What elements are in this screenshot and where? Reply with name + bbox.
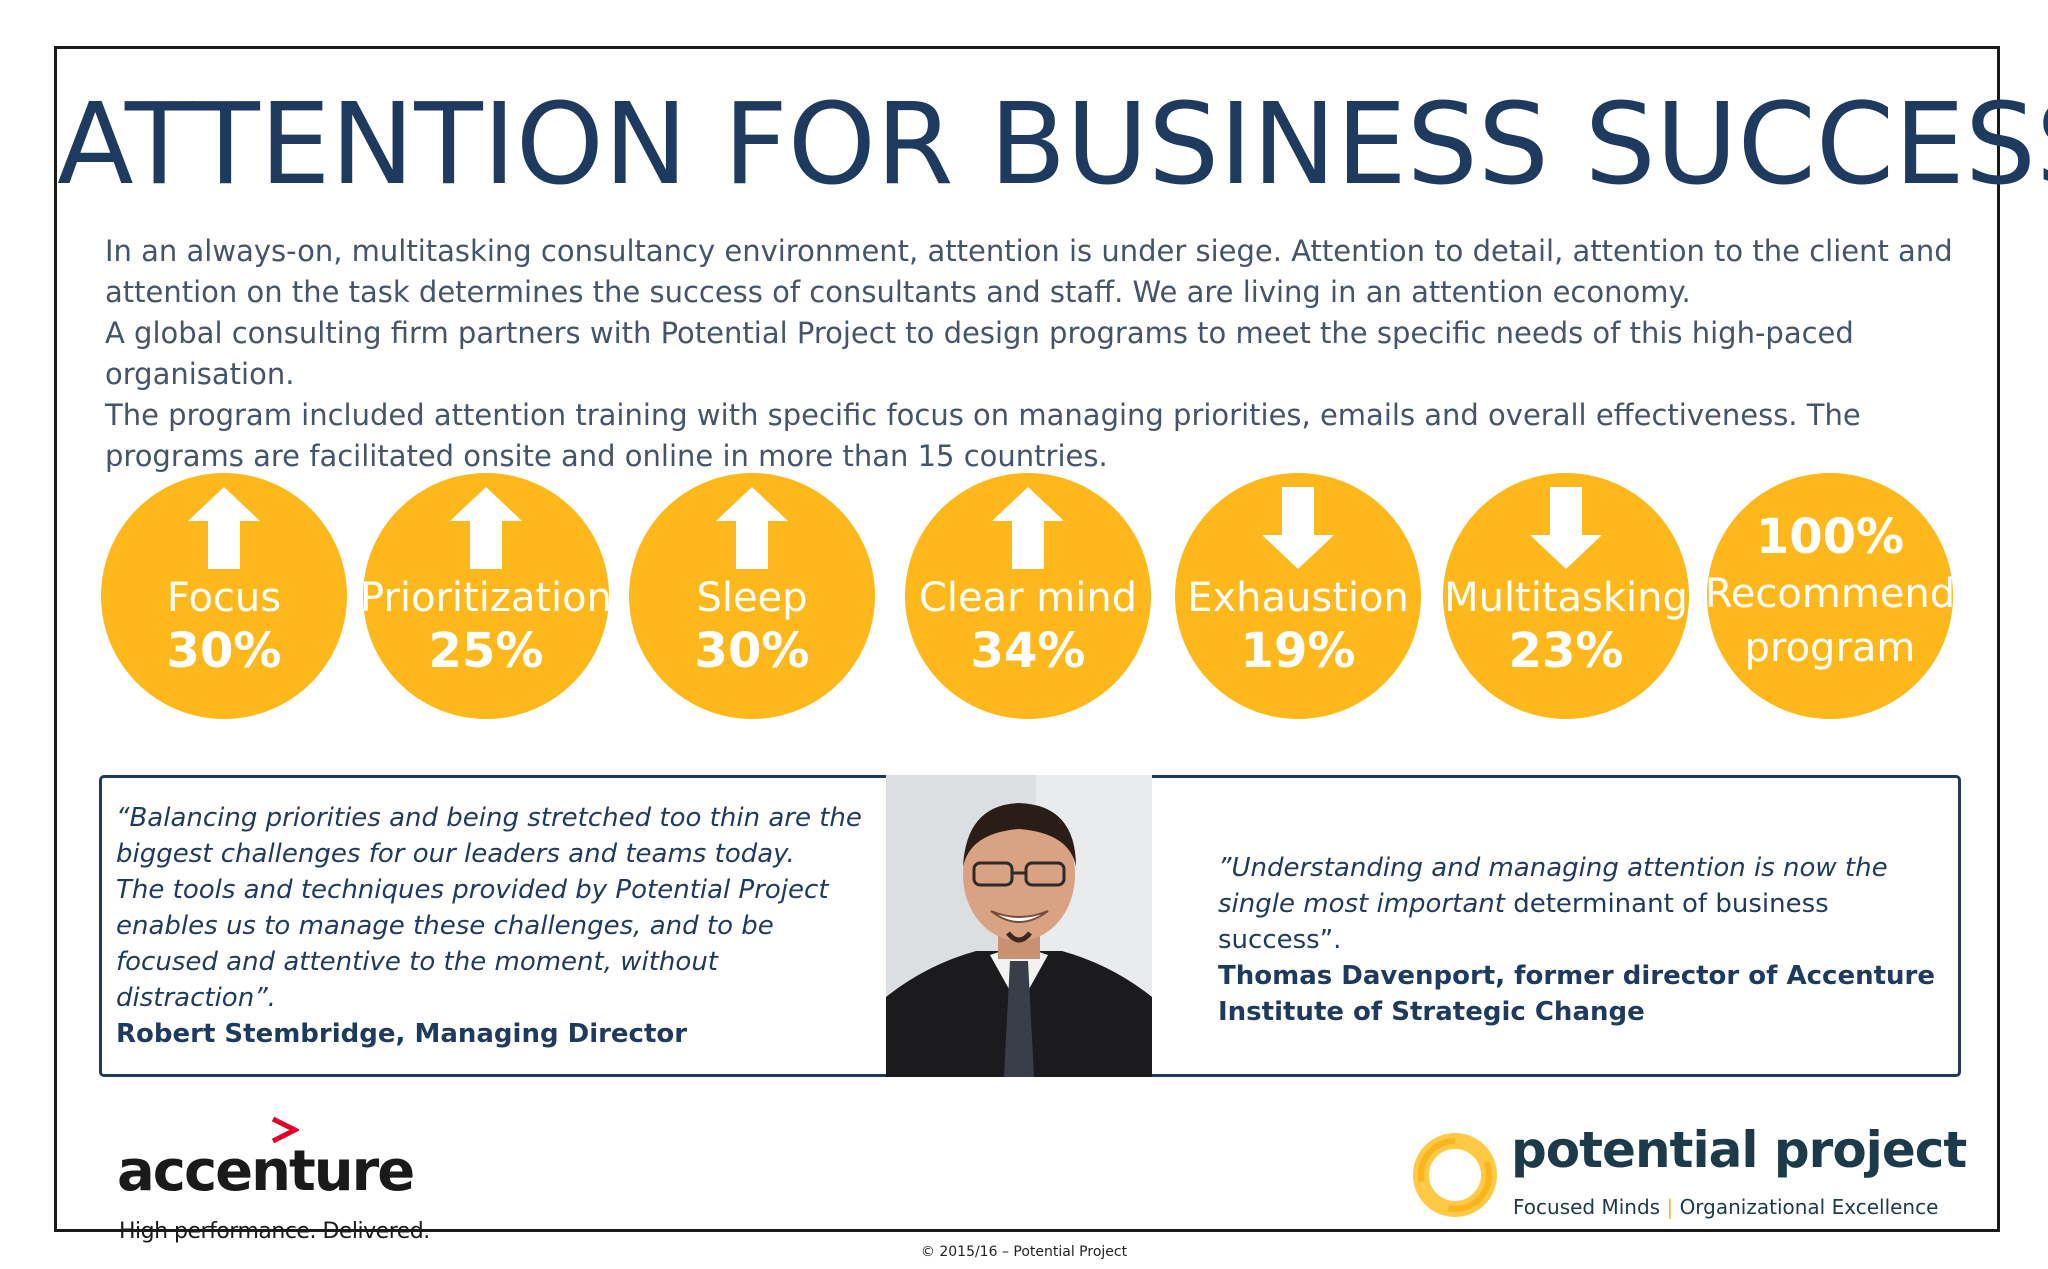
metric-sleep: Sleep 30% <box>629 473 875 719</box>
quote-right-rest: determinant of business success”. <box>1218 889 1829 955</box>
quote-left-text-2: The tools and techniques provided by Pot… <box>116 875 829 1013</box>
metric-value: 19% <box>1240 623 1356 679</box>
metrics-row: Focus 30% Prioritization 25% Sleep 30% C… <box>101 473 2001 723</box>
potential-project-wordmark: potential project <box>1511 1121 1967 1179</box>
metric-label: Exhaustion <box>1187 575 1409 621</box>
intro-paragraph-1: In an always-on, multitasking consultanc… <box>105 234 1953 309</box>
quote-right-author: Thomas Davenport, former director of Acc… <box>1218 961 1936 1027</box>
accenture-chevron-icon <box>271 1116 299 1144</box>
recommend-label-1: Recommend <box>1704 571 1956 617</box>
copyright-footer: © 2015/16 – Potential Project <box>920 1244 1128 1260</box>
metric-value: 30% <box>166 623 282 679</box>
metric-label: Sleep <box>696 575 808 621</box>
up-arrow-icon <box>188 487 260 569</box>
metric-value: 25% <box>428 623 544 679</box>
recommend-label-2: program <box>1744 625 1916 671</box>
metric-multitasking: Multitasking 23% <box>1443 473 1689 719</box>
potential-project-logo: potential project Focused Minds | Organi… <box>1409 1109 1969 1239</box>
metric-exhaustion: Exhaustion 19% <box>1175 473 1421 719</box>
potential-project-tagline: Focused Minds | Organizational Excellenc… <box>1513 1195 1938 1219</box>
metric-label: Focus <box>166 575 282 621</box>
tagline-part-1: Focused Minds <box>1513 1195 1661 1219</box>
up-arrow-icon <box>716 487 788 569</box>
portrait-photo <box>886 775 1152 1077</box>
quote-left-text-1: “Balancing priorities and being stretche… <box>116 803 862 869</box>
potential-project-ring-icon <box>1413 1133 1497 1217</box>
intro-paragraph-2: A global consulting firm partners with P… <box>105 316 1854 391</box>
metric-focus: Focus 30% <box>101 473 347 719</box>
metric-value: 23% <box>1508 623 1624 679</box>
metric-recommend: 100% Recommend program <box>1705 473 1955 719</box>
page-title: ATTENTION FOR BUSINESS SUCCESS <box>57 80 2048 210</box>
metric-label: Prioritization <box>360 575 612 621</box>
intro-paragraph-3: The program included attention training … <box>105 398 1861 473</box>
accenture-wordmark: accenture <box>117 1139 415 1204</box>
up-arrow-icon <box>450 487 522 569</box>
metric-label: Multitasking <box>1444 575 1688 621</box>
intro-text: In an always-on, multitasking consultanc… <box>105 231 1985 477</box>
quote-right: ”Understanding and managing attention is… <box>1218 850 1958 1030</box>
quote-right-italic: ”Understanding and managing attention is… <box>1218 853 1888 919</box>
metric-value: 30% <box>694 623 810 679</box>
metric-prioritization: Prioritization 25% <box>360 473 612 719</box>
down-arrow-icon <box>1530 487 1602 569</box>
tagline-part-2: Organizational Excellence <box>1679 1195 1939 1219</box>
testimonial-box: “Balancing priorities and being stretche… <box>99 775 1961 1077</box>
metric-label: Clear mind <box>918 575 1138 621</box>
accenture-tagline: High performance. Delivered. <box>119 1219 430 1244</box>
recommend-value: 100% <box>1755 509 1905 565</box>
slide-frame: ATTENTION FOR BUSINESS SUCCESS In an alw… <box>54 46 2048 1244</box>
accenture-logo: accenture High performance. Delivered. <box>117 1111 430 1244</box>
down-arrow-icon <box>1262 487 1334 569</box>
tagline-separator: | <box>1666 1195 1674 1219</box>
metric-clear-mind: Clear mind 34% <box>905 473 1151 719</box>
up-arrow-icon <box>992 487 1064 569</box>
metric-value: 34% <box>970 623 1086 679</box>
quote-right-text: ”Understanding and managing attention is… <box>1218 850 1958 958</box>
quote-left: “Balancing priorities and being stretche… <box>116 800 876 1052</box>
portrait-illustration <box>886 775 1152 1077</box>
quote-left-author: Robert Stembridge, Managing Director <box>116 1019 688 1049</box>
